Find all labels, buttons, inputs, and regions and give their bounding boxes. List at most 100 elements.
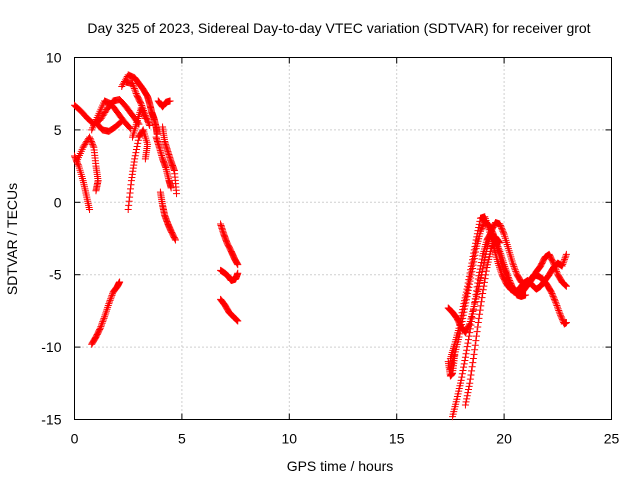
data-point [471, 346, 479, 354]
data-point [499, 227, 507, 235]
data-point [511, 264, 519, 272]
data-point [479, 290, 487, 298]
data-point [144, 119, 152, 127]
data-point [557, 313, 565, 321]
data-point [562, 282, 570, 290]
data-point [87, 136, 95, 144]
data-point [511, 266, 519, 274]
data-point [478, 224, 486, 232]
data-point [463, 343, 471, 351]
data-point [473, 328, 481, 336]
data-point [475, 272, 483, 280]
data-point [553, 303, 561, 311]
data-point [459, 306, 467, 314]
data-point [470, 246, 478, 254]
data-point [463, 346, 471, 354]
data-point [510, 262, 518, 270]
data-point [88, 139, 96, 147]
data-point [140, 111, 148, 119]
series-arc-11 [159, 123, 181, 198]
data-point [470, 350, 478, 358]
data-point [552, 298, 560, 306]
grid [74, 57, 612, 420]
data-point [469, 252, 477, 260]
data-point [462, 350, 470, 358]
data-point [469, 310, 477, 318]
data-point [132, 88, 140, 96]
data-point [128, 80, 136, 88]
data-point [467, 321, 475, 329]
series-arc-03 [73, 133, 102, 195]
data-point [549, 292, 557, 300]
data-point [136, 99, 144, 107]
data-point [474, 318, 482, 326]
data-point [104, 302, 112, 310]
data-point [461, 353, 469, 361]
data-point [98, 319, 106, 327]
data-point [487, 245, 495, 253]
data-point [92, 187, 100, 195]
series-arc-22 [461, 233, 504, 409]
data-point [482, 271, 490, 279]
data-point [101, 313, 109, 321]
data-point [86, 206, 94, 214]
data-point [467, 371, 475, 379]
data-point [234, 269, 242, 277]
data-point [137, 104, 145, 112]
data-point [86, 133, 94, 141]
data-point [466, 329, 474, 337]
series-arc-21 [446, 213, 570, 363]
data-point [561, 281, 569, 289]
data-point [87, 137, 95, 145]
x-tick-label: 5 [178, 431, 186, 447]
data-point [134, 136, 142, 144]
data-point [475, 314, 483, 322]
data-point [498, 226, 506, 234]
data-point [132, 149, 140, 157]
data-point [89, 140, 97, 148]
data-point [558, 316, 566, 324]
data-point [476, 265, 484, 273]
data-point [469, 359, 477, 367]
data-point [471, 295, 479, 303]
data-point [489, 240, 497, 248]
data-point [549, 258, 557, 266]
data-point [468, 317, 476, 325]
data-point [470, 303, 478, 311]
data-point [466, 325, 474, 333]
data-point [101, 311, 109, 319]
data-point [465, 276, 473, 284]
data-point [467, 262, 475, 270]
data-point [476, 310, 484, 318]
data-point [479, 221, 487, 229]
series-arc-13 [156, 188, 179, 244]
data-point [107, 295, 115, 303]
y-tick-label: 10 [46, 50, 62, 66]
data-point [130, 85, 138, 93]
data-point [132, 146, 140, 154]
data-point [472, 337, 480, 345]
data-point [234, 317, 242, 325]
data-point [480, 278, 488, 286]
data-point [141, 155, 149, 163]
data-point [562, 252, 570, 260]
data-point [107, 293, 115, 301]
y-tick-label: 0 [54, 194, 62, 210]
data-point [476, 217, 484, 225]
data-point [469, 354, 477, 362]
data-point [476, 268, 484, 276]
data-point [553, 302, 561, 310]
data-point [141, 114, 149, 122]
data-point [108, 291, 116, 299]
series-arc-23 [444, 352, 459, 380]
y-tick-labels: -15 -10 -5 0 5 10 [41, 50, 61, 428]
data-point [457, 315, 465, 323]
data-point [140, 110, 148, 118]
data-point [473, 233, 481, 241]
data-point [512, 267, 520, 275]
data-point [458, 373, 466, 381]
data-point [461, 401, 469, 409]
y-axis-label: SDTVAR / TECUs [4, 183, 20, 295]
data-point [558, 262, 566, 270]
